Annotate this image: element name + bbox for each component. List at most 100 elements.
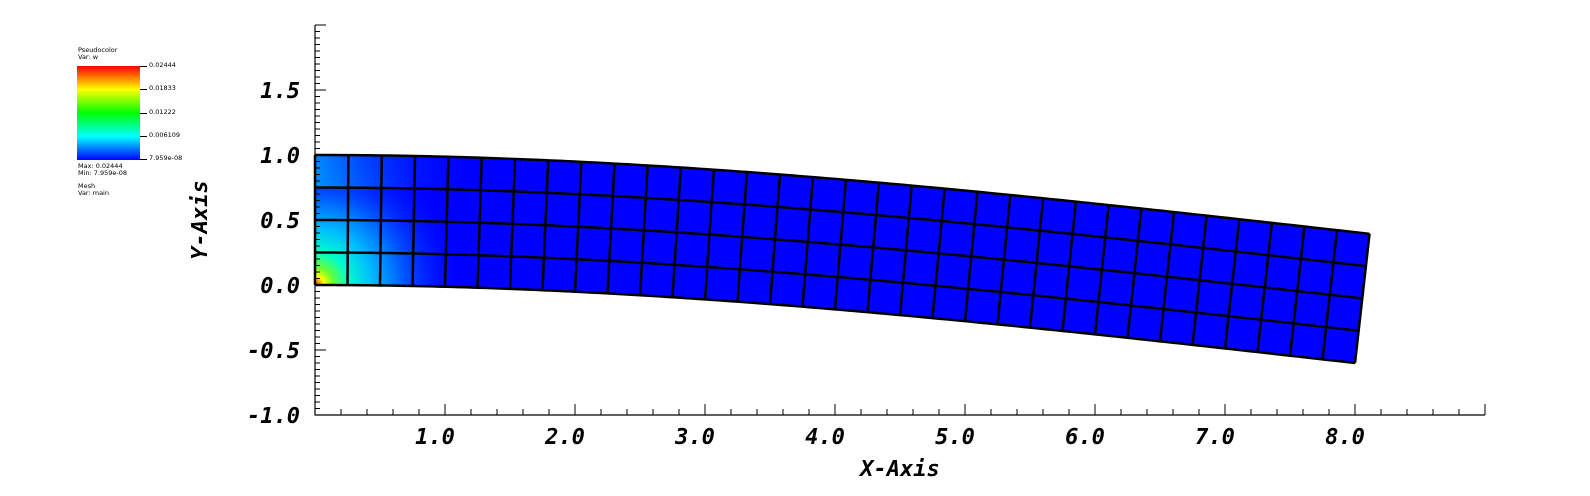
mesh-line [1353, 233, 1371, 364]
mesh-cell [970, 223, 1008, 261]
mesh-cell [867, 279, 904, 316]
mesh-cell [739, 236, 776, 273]
mesh-cell [802, 273, 839, 310]
mesh-cell [1137, 208, 1175, 245]
mesh-cell [872, 214, 910, 251]
legend-plot-type: Pseudocolor [78, 46, 118, 54]
mesh-line [703, 169, 716, 300]
mesh-cell [840, 211, 877, 248]
mesh-line [1191, 215, 1208, 346]
mesh-cell [1257, 319, 1294, 357]
mesh-cell [997, 291, 1034, 328]
mesh-overlay [315, 155, 575, 290]
x-axis-title: X-Axis [858, 457, 939, 482]
mesh-cell [672, 264, 708, 300]
y-tick-labels: -1.0 -0.5 0.0 0.5 1.0 1.5 [247, 79, 300, 429]
mesh-cell-shade [445, 254, 479, 288]
legend-tick-mark [140, 136, 147, 137]
x-tick-label: 6.0 [1065, 425, 1105, 450]
mesh-cell [1127, 305, 1164, 342]
mesh-cell [579, 161, 615, 197]
mesh-cell [938, 220, 975, 257]
mesh-cell [1228, 283, 1266, 321]
mesh-cell-shade [477, 255, 512, 289]
legend-tick-mark [140, 113, 147, 114]
mesh-cell [1224, 315, 1262, 353]
mesh-cell [577, 194, 614, 229]
mesh-cell [744, 171, 781, 208]
mesh-cell [1293, 290, 1331, 328]
mesh-cell-shade [413, 221, 447, 255]
x-tick-label: 7.0 [1195, 425, 1235, 450]
mesh-cell-shade [447, 156, 482, 191]
mesh-cell [643, 197, 680, 233]
mesh-cell [769, 271, 806, 308]
mesh-cell [639, 262, 675, 298]
mesh-cell-shade [381, 155, 416, 189]
x-tick-label: 3.0 [674, 425, 715, 450]
mesh-line [671, 167, 683, 298]
mesh-cell [1264, 254, 1302, 292]
mesh-cell-shade [445, 221, 480, 256]
x-tick-label: 5.0 [935, 425, 975, 450]
mesh-cell-shade [543, 225, 575, 260]
mesh-cell [678, 167, 715, 203]
mesh-cell [834, 276, 871, 313]
mesh-cell [941, 188, 978, 225]
mesh-line [736, 171, 749, 302]
mesh-line [541, 160, 550, 291]
legend-max: Max: 0.02444 [78, 162, 123, 170]
mesh-cell-shade [512, 191, 547, 226]
mesh-cell [607, 260, 643, 296]
mesh-cell [1192, 312, 1229, 349]
mesh-line [1126, 208, 1143, 338]
mesh-cell [810, 176, 847, 213]
mesh-cell-shade [380, 187, 415, 222]
mesh-cell-shade [315, 155, 349, 188]
mesh-line [573, 161, 583, 292]
mesh-cell [1159, 308, 1197, 346]
mesh-cell [967, 256, 1005, 293]
mesh-line [411, 155, 417, 287]
mesh-line [508, 158, 517, 289]
axes [314, 24, 1486, 416]
mesh-cell-shade [347, 220, 381, 253]
mesh-cell [1322, 326, 1359, 364]
mesh-cell-shade [380, 220, 414, 254]
legend-tick-mark [140, 66, 147, 67]
mesh-line [1256, 222, 1274, 353]
x-tick-label: 1.0 [415, 425, 455, 450]
mesh-cell [706, 234, 743, 270]
mesh-cell [899, 282, 936, 319]
mesh-cell [774, 206, 811, 243]
y-tick-label: 1.5 [260, 79, 300, 104]
mesh-cell [1098, 269, 1135, 306]
mesh-cell-shade [315, 252, 348, 286]
mesh-cell [709, 201, 745, 238]
mesh-cell [1003, 227, 1041, 264]
x-tick-label: 4.0 [805, 425, 845, 450]
mesh-cell [674, 232, 710, 268]
mesh-cell-shade [348, 155, 382, 188]
mesh-line [996, 194, 1012, 325]
mesh-line [1288, 226, 1306, 356]
x-tick-labels: 1.0 2.0 3.0 4.0 5.0 6.0 7.0 8.0 [415, 425, 1365, 450]
color-legend: Pseudocolor Var: w 0.02444 0.01833 0.012… [0, 0, 240, 230]
mesh-line [638, 165, 649, 296]
mesh-line [1158, 211, 1176, 342]
mesh-cell-shade [480, 157, 515, 192]
mesh-cell [1267, 222, 1305, 260]
mesh-cell [1199, 247, 1237, 285]
mesh-cell-shade [315, 187, 349, 221]
mesh-cell [1006, 194, 1044, 231]
legend-variable: Var: w [78, 53, 99, 61]
mesh-cell [777, 174, 814, 210]
mesh-line [443, 156, 450, 287]
mesh-cell [608, 228, 645, 264]
mesh-cell [935, 253, 972, 290]
legend-tick-label: 0.006109 [149, 131, 181, 139]
mesh-cell-shade [546, 160, 575, 195]
legend-tick-label: 0.01222 [149, 108, 176, 116]
mesh-cell [964, 288, 1002, 325]
